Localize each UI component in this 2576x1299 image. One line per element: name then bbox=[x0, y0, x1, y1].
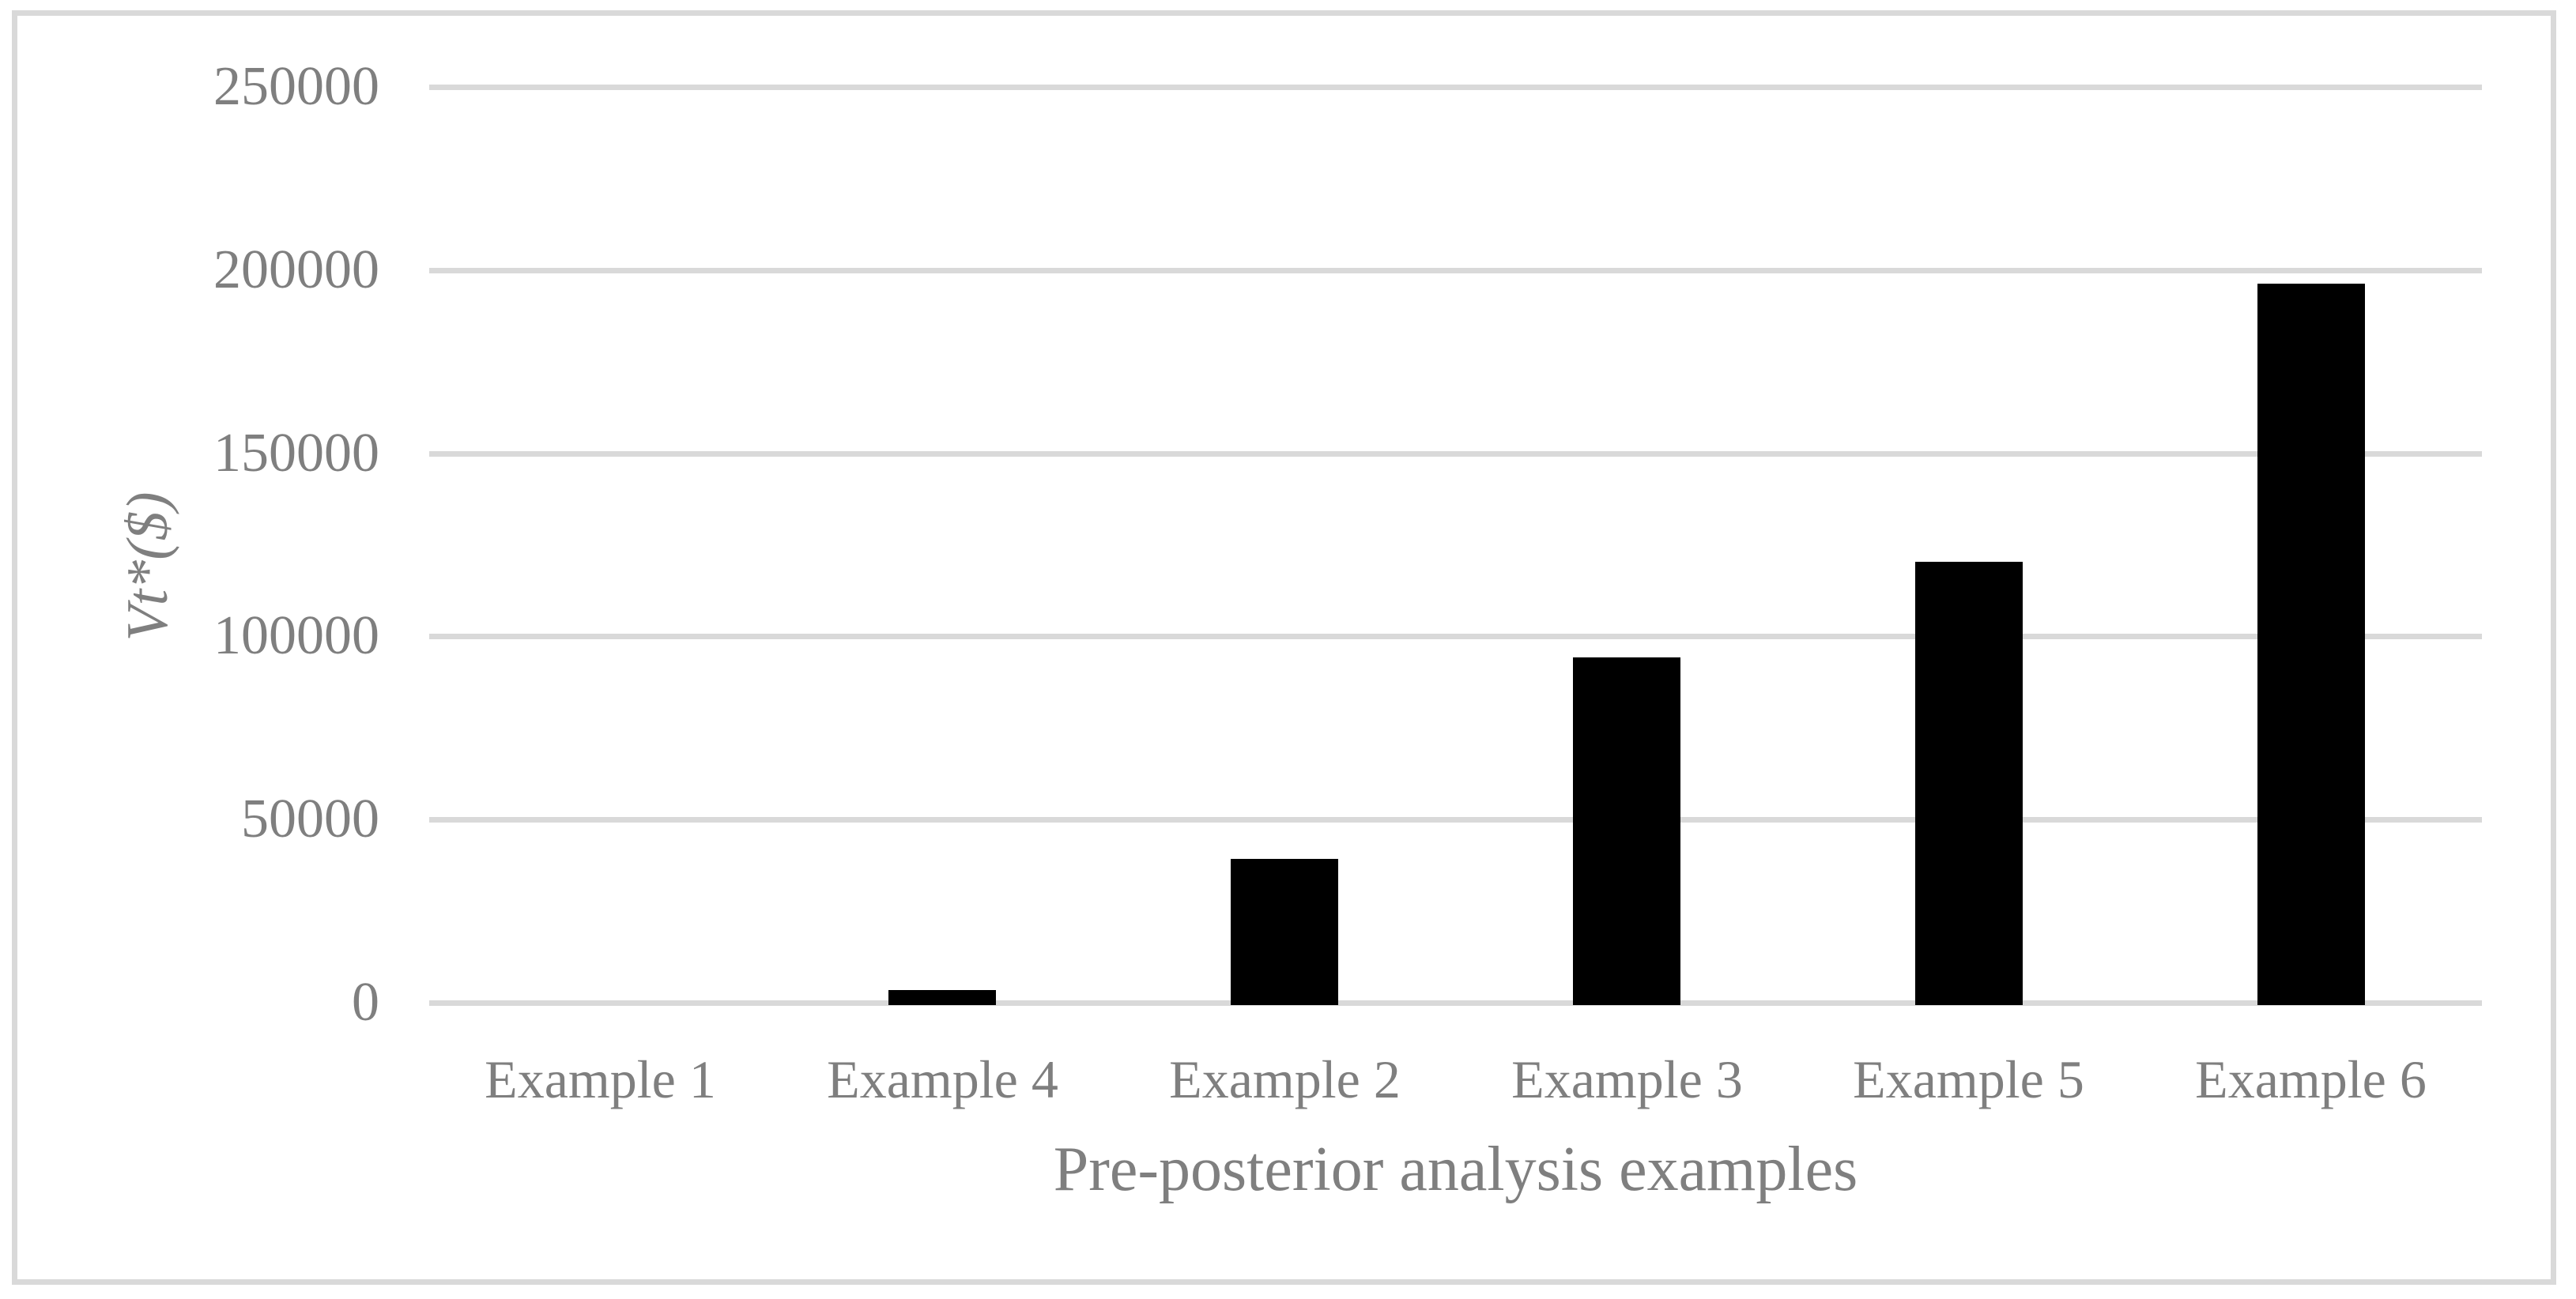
x-category-label-example-6: Example 6 bbox=[2195, 1049, 2427, 1109]
y-tick-label-250000: 250000 bbox=[213, 56, 379, 117]
y-tick-label-100000: 100000 bbox=[213, 605, 379, 666]
y-tick-label-0: 0 bbox=[352, 972, 379, 1033]
x-category-label-example-4: Example 4 bbox=[827, 1049, 1058, 1109]
bar-example-6 bbox=[2257, 284, 2365, 1005]
y-tick-label-50000: 50000 bbox=[241, 789, 379, 849]
y-axis-title: Vt*($) bbox=[115, 491, 180, 642]
chart-border bbox=[12, 10, 2556, 1285]
gridline-250000 bbox=[429, 85, 2482, 90]
x-category-label-example-5: Example 5 bbox=[1853, 1049, 2084, 1109]
x-category-label-example-3: Example 3 bbox=[1511, 1049, 1743, 1109]
x-category-label-example-2: Example 2 bbox=[1169, 1049, 1401, 1109]
gridline-150000 bbox=[429, 451, 2482, 457]
gridline-200000 bbox=[429, 268, 2482, 273]
bar-example-4 bbox=[888, 990, 996, 1005]
x-axis-title: Pre-posterior analysis examples bbox=[1053, 1135, 1858, 1204]
gridline-100000 bbox=[429, 634, 2482, 639]
bar-example-5 bbox=[1915, 562, 2023, 1005]
bar-example-2 bbox=[1231, 859, 1338, 1005]
baseline-gridline bbox=[429, 1000, 2482, 1006]
y-tick-label-200000: 200000 bbox=[213, 239, 379, 300]
gridline-50000 bbox=[429, 817, 2482, 823]
x-category-label-example-1: Example 1 bbox=[485, 1049, 716, 1109]
y-tick-label-150000: 150000 bbox=[213, 423, 379, 484]
bar-example-3 bbox=[1573, 657, 1680, 1005]
